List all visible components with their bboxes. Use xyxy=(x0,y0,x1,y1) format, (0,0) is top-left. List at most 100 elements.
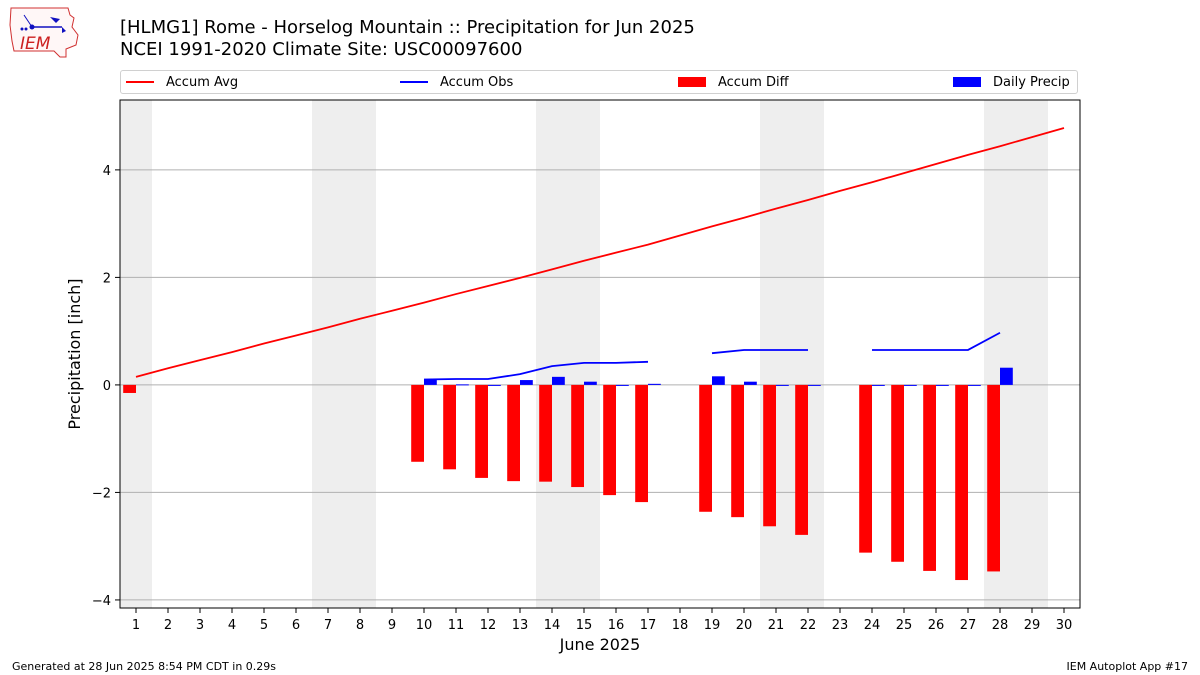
daily-precip-bar xyxy=(776,384,789,386)
daily-precip-bar xyxy=(744,381,757,385)
x-tick-label: 24 xyxy=(864,618,881,633)
accum-diff-bar xyxy=(859,384,872,553)
daily-precip-bar xyxy=(872,384,885,386)
accum-diff-bar xyxy=(763,384,776,527)
logo-text: IEM xyxy=(20,34,51,54)
weekend-band xyxy=(568,100,600,608)
legend-item-daily-precip: Daily Precip xyxy=(953,71,1070,93)
daily-precip-bar xyxy=(616,384,629,386)
accum-diff-bar xyxy=(507,384,520,482)
y-tick-label: −2 xyxy=(92,486,111,501)
legend-swatch-accum-avg xyxy=(126,81,154,83)
y-tick-label: 4 xyxy=(103,164,111,179)
accum-diff-bar xyxy=(955,384,968,581)
x-tick-label: 18 xyxy=(672,618,689,633)
x-tick-label: 12 xyxy=(480,618,497,633)
accum-diff-bar xyxy=(411,384,424,462)
x-tick-label: 14 xyxy=(544,618,561,633)
daily-precip-bar xyxy=(584,381,597,385)
x-tick-label: 27 xyxy=(960,618,977,633)
accum-diff-bar xyxy=(923,384,936,571)
x-tick-label: 8 xyxy=(356,618,364,633)
x-tick-label: 28 xyxy=(992,618,1009,633)
x-tick-label: 25 xyxy=(896,618,913,633)
legend: Accum Avg Accum Obs Accum Diff Daily Pre… xyxy=(120,70,1078,94)
series-lines xyxy=(135,127,1065,381)
legend-swatch-accum-diff xyxy=(678,77,706,87)
daily-precip-bar xyxy=(808,384,821,386)
legend-item-accum-avg: Accum Avg xyxy=(126,71,238,93)
legend-swatch-accum-obs xyxy=(400,81,428,83)
chart-subtitle: NCEI 1991-2020 Climate Site: USC00097600 xyxy=(120,39,523,60)
footer-app: IEM Autoplot App #17 xyxy=(1066,660,1189,673)
x-tick-label: 17 xyxy=(640,618,657,633)
accum-diff-bar xyxy=(635,384,648,503)
weekend-band xyxy=(120,100,152,608)
daily-precip-bar xyxy=(712,376,725,385)
weekend-band xyxy=(312,100,344,608)
accum-obs-line xyxy=(711,349,808,355)
y-axis-label: Precipitation [inch] xyxy=(65,278,84,429)
x-tick-label: 13 xyxy=(512,618,529,633)
legend-label-accum-avg: Accum Avg xyxy=(166,74,239,90)
accum-diff-bar xyxy=(603,384,616,496)
accum-diff-bar xyxy=(699,384,712,512)
plot-frame xyxy=(119,99,1081,609)
legend-label-daily-precip: Daily Precip xyxy=(993,74,1070,90)
x-tick-label: 30 xyxy=(1056,618,1073,633)
daily-precip-bar xyxy=(552,376,565,385)
accum-avg-line xyxy=(135,127,1065,378)
x-tick-label: 29 xyxy=(1024,618,1041,633)
x-tick-label: 10 xyxy=(416,618,433,633)
daily-precip-bar xyxy=(648,383,661,385)
legend-item-accum-obs: Accum Obs xyxy=(400,71,513,93)
x-tick-label: 3 xyxy=(196,618,204,633)
accum-diff-bar xyxy=(731,384,744,518)
daily-precip-bar xyxy=(424,379,437,385)
weekend-band xyxy=(760,100,792,608)
weekend-band xyxy=(1016,100,1048,608)
daily-precip-bar xyxy=(456,384,469,386)
accum-diff-bar xyxy=(443,384,456,470)
accum-diff-bar xyxy=(987,384,1000,572)
x-tick-label: 1 xyxy=(132,618,140,633)
accum-diff-bar xyxy=(891,384,904,562)
y-tick-label: 0 xyxy=(103,379,111,394)
bars xyxy=(123,367,1013,581)
daily-precip-bar xyxy=(968,384,981,386)
legend-label-accum-diff: Accum Diff xyxy=(718,74,789,90)
footer-generated: Generated at 28 Jun 2025 8:54 PM CDT in … xyxy=(12,660,277,673)
accum-diff-bar xyxy=(475,384,488,478)
iem-logo: IEM xyxy=(9,7,79,58)
daily-precip-bar xyxy=(1000,367,1013,385)
x-tick-label: 11 xyxy=(448,618,465,633)
x-tick-label: 2 xyxy=(164,618,172,633)
x-tick-label: 23 xyxy=(832,618,849,633)
x-tick-label: 4 xyxy=(228,618,236,633)
y-tick-label: 2 xyxy=(103,271,111,286)
x-tick-label: 21 xyxy=(768,618,785,633)
x-tick-label: 7 xyxy=(324,618,332,633)
accum-diff-bar xyxy=(571,384,584,488)
x-tick-label: 22 xyxy=(800,618,817,633)
gridlines xyxy=(120,169,1080,601)
x-tick-label: 6 xyxy=(292,618,300,633)
daily-precip-bar xyxy=(488,384,501,386)
accum-diff-bar xyxy=(539,384,552,482)
daily-precip-bar xyxy=(520,380,533,385)
daily-precip-bar xyxy=(936,384,949,386)
x-tick-label: 9 xyxy=(388,618,396,633)
x-tick-label: 16 xyxy=(608,618,625,633)
legend-label-accum-obs: Accum Obs xyxy=(440,74,514,90)
accum-diff-bar xyxy=(795,384,808,535)
accum-diff-bar xyxy=(123,384,136,393)
weekend-band xyxy=(536,100,568,608)
x-tick-label: 26 xyxy=(928,618,945,633)
legend-item-accum-diff: Accum Diff xyxy=(678,71,789,93)
x-tick-label: 5 xyxy=(260,618,268,633)
accum-obs-line xyxy=(423,360,649,381)
daily-precip-bar xyxy=(904,384,917,386)
y-tick-label: −4 xyxy=(92,594,111,609)
weekend-shading xyxy=(120,100,1048,608)
